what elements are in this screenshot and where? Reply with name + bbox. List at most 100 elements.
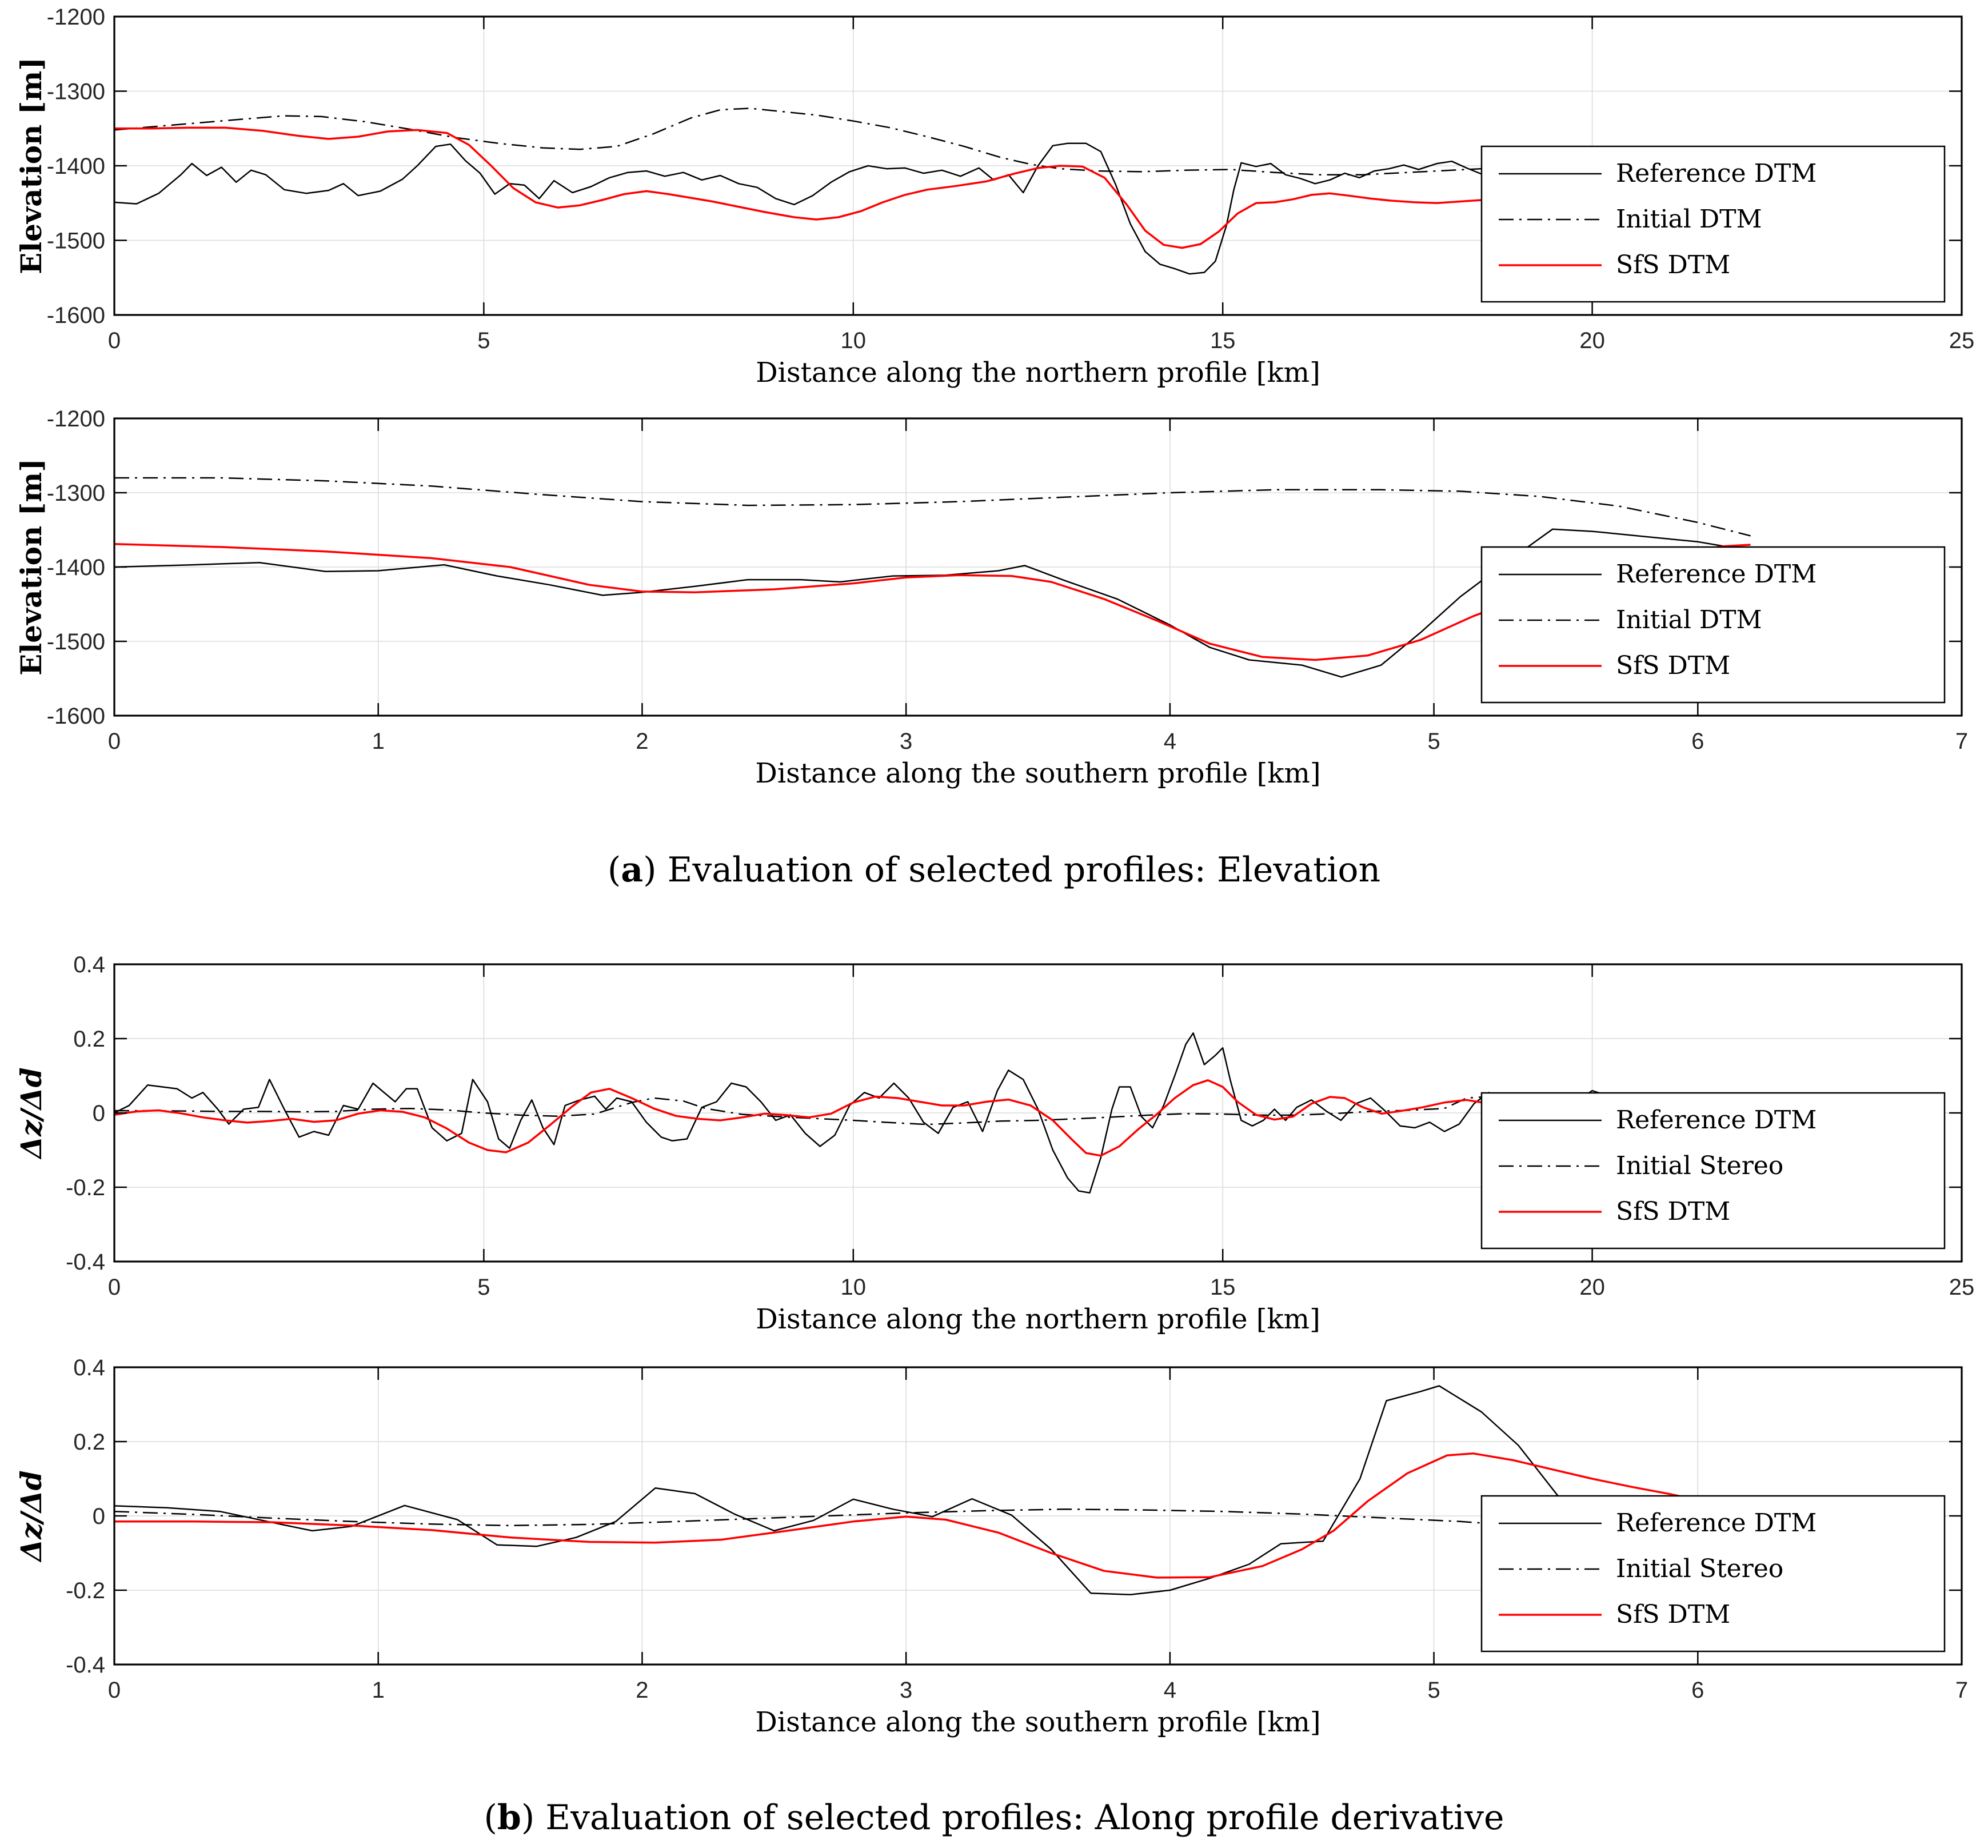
x-tick-label: 6 [1691,729,1704,754]
x-tick-label: 0 [108,1678,121,1703]
legend-box [1480,1092,1946,1250]
y-tick-label: 0 [93,1101,105,1126]
y-tick-label: 0.2 [73,1027,105,1052]
y-tick-label: -1300 [47,481,105,506]
legend-label: SfS DTM [1616,250,1730,280]
y-tick-label: -0.4 [66,1250,105,1275]
x-tick-label: 25 [1949,1275,1975,1300]
x-tick-label: 4 [1164,729,1176,754]
chart-south-derivative: 0 1 2 3 4 5 6 7 -0.4 -0.2 0 0.2 0.4 Distance along th… [14,1355,1968,1738]
legend: Reference DTM Initial DTM SfS DTM [1480,145,1946,303]
x-tick-label: 1 [372,729,385,754]
x-tick-label: 3 [900,729,912,754]
legend: Reference DTM Initial Stereo SfS DTM [1480,1092,1946,1250]
y-axis-label: Δz/Δd [14,1470,48,1563]
legend-label: Reference DTM [1616,159,1817,188]
x-tick-label: 5 [477,328,490,353]
y-axis-label: Δz/Δd [14,1067,48,1160]
series-line-sfs-dtm [114,1079,1615,1157]
legend-box [1480,1495,1946,1653]
x-axis-label: Distance along the southern profile [km] [755,1706,1320,1738]
legend-label: SfS DTM [1616,651,1730,680]
legend-box [1480,546,1946,704]
legend-label: Reference DTM [1616,560,1817,589]
y-tick-label: -1200 [47,406,105,432]
legend-label: SfS DTM [1616,1600,1730,1629]
x-axis-label: Distance along the northern profile [km] [756,1303,1320,1335]
legend-label: Initial DTM [1616,205,1762,234]
x-tick-label: 6 [1691,1678,1704,1703]
legend-box [1480,145,1946,303]
y-tick-label: 0.4 [73,1355,105,1380]
x-tick-label: 7 [1955,1678,1968,1703]
y-tick-label: -1200 [47,5,105,30]
x-tick-label: 20 [1579,328,1605,353]
y-tick-label: -1400 [47,154,105,179]
caption-b-close: ) [521,1798,535,1838]
series-line-initial-dtm [114,107,1615,175]
y-axis-label: Elevation [m] [14,458,48,676]
x-tick-label: 3 [900,1678,912,1703]
caption-a-open: ( [607,850,621,890]
caption-a-close: ) [643,850,657,890]
x-tick-label: 20 [1579,1275,1605,1300]
caption-b-text: Evaluation of selected profiles: Along p… [534,1798,1504,1838]
caption-a-text: Evaluation of selected profiles: Elevati… [656,850,1381,890]
legend-label: Initial DTM [1616,605,1762,634]
x-tick-label: 5 [1427,729,1440,754]
y-tick-label: -1400 [47,555,105,580]
y-tick-label: -1600 [47,704,105,729]
caption-a-letter: a [621,850,644,890]
y-tick-label: 0.4 [73,952,105,977]
series-line-initial-stereo [114,1096,1615,1125]
series-line-sfs-dtm [114,1452,1751,1579]
x-tick-label: 2 [636,1678,648,1703]
y-tick-label: -1600 [47,303,105,328]
x-tick-label: 25 [1949,328,1975,353]
series-line-sfs-dtm [114,126,1615,249]
series-line-initial-dtm [114,477,1751,537]
legend-label: Reference DTM [1616,1508,1817,1538]
y-tick-label: -1500 [47,629,105,654]
x-tick-label: 15 [1210,1275,1236,1300]
caption-b-open: ( [484,1798,497,1838]
y-tick-label: -1300 [47,79,105,105]
x-tick-label: 0 [108,729,121,754]
chart-south-elevation: 0 1 2 3 4 5 6 7 -1600 -1500 -1400 -1300 -1200 Distanc… [14,406,1968,789]
caption-b: (b) Evaluation of selected profiles: Alo… [0,1794,1988,1842]
y-axis-label: Elevation [m] [14,57,48,274]
legend: Reference DTM Initial DTM SfS DTM [1480,546,1946,704]
x-tick-label: 5 [477,1275,490,1300]
legend-label: Initial Stereo [1616,1151,1783,1180]
x-tick-label: 0 [108,1275,121,1300]
chart-north-derivative: 0 5 10 15 20 25 -0.4 -0.2 0 0.2 0.4 Distance along … [14,952,1974,1335]
legend-label: SfS DTM [1616,1197,1730,1226]
x-axis-label: Distance along the southern profile [km] [755,757,1320,789]
x-tick-label: 1 [372,1678,385,1703]
legend-label: Reference DTM [1616,1105,1817,1135]
x-tick-label: 5 [1427,1678,1440,1703]
chart-north-elevation: 0 5 10 15 20 25 -1600 -1500 -1400 -1300 -1200 Dista… [14,5,1974,389]
x-tick-label: 4 [1164,1678,1176,1703]
y-tick-label: -0.2 [66,1175,105,1200]
x-tick-label: 10 [841,1275,867,1300]
y-tick-label: -0.4 [66,1653,105,1678]
caption-a: (a) Evaluation of selected profiles: Ele… [0,846,1988,894]
legend-label: Initial Stereo [1616,1554,1783,1583]
y-tick-label: 0 [93,1504,105,1529]
series-line-reference-dtm [114,1385,1751,1596]
series-line-reference-dtm [114,142,1615,275]
legend: Reference DTM Initial Stereo SfS DTM [1480,1495,1946,1653]
y-tick-label: 0.2 [73,1430,105,1455]
x-tick-label: 10 [841,328,867,353]
y-tick-label: -1500 [47,229,105,254]
x-tick-label: 2 [636,729,648,754]
caption-b-letter: b [497,1798,521,1838]
x-axis-label: Distance along the northern profile [km] [756,357,1320,389]
y-tick-label: -0.2 [66,1578,105,1603]
x-tick-label: 15 [1210,328,1236,353]
x-tick-label: 0 [108,328,121,353]
x-tick-label: 7 [1955,729,1968,754]
